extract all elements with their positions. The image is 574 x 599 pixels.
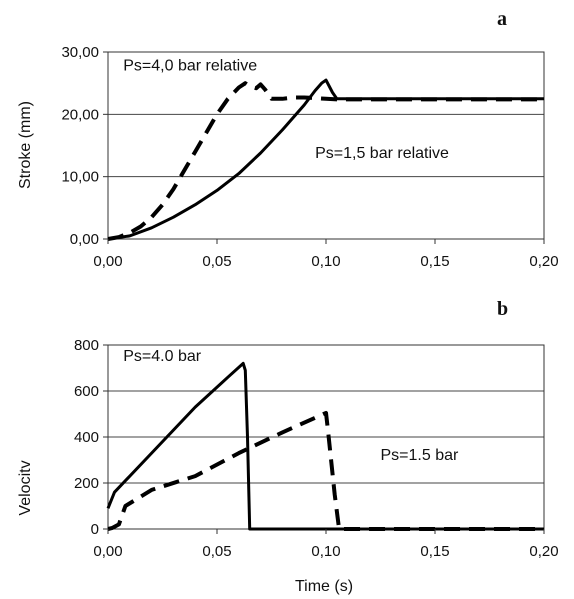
panel-a-series-dashed-line xyxy=(107,81,544,241)
panel-b-annotation: Ps=4.0 bar xyxy=(123,348,202,365)
panel-b-y-tick-label: 400 xyxy=(74,429,99,446)
panel-b-annotation: Ps=1.5 bar xyxy=(381,447,460,464)
panel-b-series-dashed-line xyxy=(107,410,544,531)
panel-b-x-tick-label: 0,20 xyxy=(529,543,558,560)
panel-a-y-tick-label: 20,00 xyxy=(61,106,99,123)
panel-a-y-axis-label: Stroke (mm) xyxy=(17,101,34,189)
panel-b-x-tick-label: 0,00 xyxy=(93,543,122,560)
panel-b-y-tick-label: 800 xyxy=(74,337,99,354)
panel-a-y-tick-label: 30,00 xyxy=(61,44,99,61)
panel-b-x-tick-label: 0,15 xyxy=(420,543,449,560)
panel-a-x-tick-label: 0,15 xyxy=(420,253,449,270)
panel-b-series-solid-line xyxy=(106,361,544,531)
panel-b-letter: b xyxy=(497,298,508,320)
panel-a-series-solid-line xyxy=(107,78,544,241)
panel-b-y-tick-label: 0 xyxy=(91,521,99,538)
panel-a-annotation: Ps=1,5 bar relative xyxy=(315,145,449,162)
panel-b-y-tick-label: 600 xyxy=(74,383,99,400)
panel-a-x-tick-label: 0,00 xyxy=(93,253,122,270)
panel-a-stroke-chart: a 0,00 10,00 20,00 30,00 0,00 0,05 0,10 0,15 0,2… xyxy=(17,8,559,270)
panel-a-annotation: Ps=4,0 bar relative xyxy=(123,58,257,75)
panel-a-x-tick-label: 0,20 xyxy=(529,253,558,270)
panel-a-y-tick-label: 0,00 xyxy=(70,231,99,248)
panel-a-y-tick-label: 10,00 xyxy=(61,169,99,186)
panel-b-x-tick-label: 0,10 xyxy=(311,543,340,560)
panel-a-x-tick-label: 0,10 xyxy=(311,253,340,270)
panel-b-y-axis-label: Velocitv xyxy=(17,460,34,515)
panel-a-x-tick-label: 0,05 xyxy=(202,253,231,270)
panel-b-y-tick-label: 200 xyxy=(74,475,99,492)
panel-b-velocity-chart: b 0 200 400 600 800 0,00 0,05 0,10 0,15 0,20 Velo… xyxy=(17,298,559,595)
panel-a-letter: a xyxy=(497,8,507,30)
panel-b-x-tick-label: 0,05 xyxy=(202,543,231,560)
panel-b-x-axis-label: Time (s) xyxy=(295,578,353,595)
